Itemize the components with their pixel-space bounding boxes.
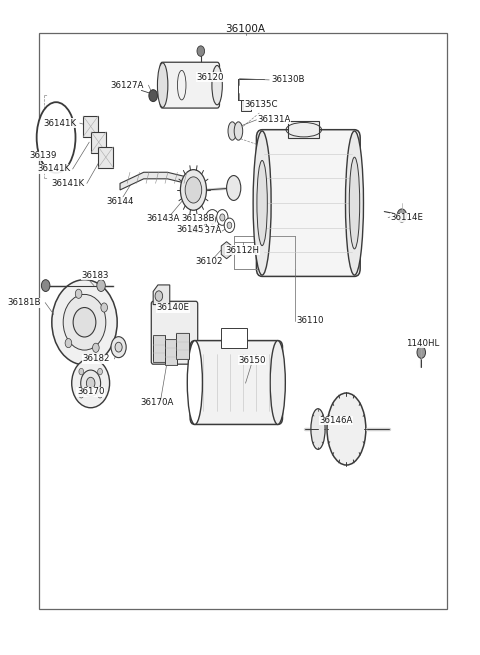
Ellipse shape <box>257 160 267 246</box>
Text: 36183: 36183 <box>81 271 108 280</box>
Text: 36141K: 36141K <box>43 119 76 128</box>
Circle shape <box>227 222 232 229</box>
Ellipse shape <box>234 122 243 140</box>
Ellipse shape <box>157 63 168 107</box>
Circle shape <box>197 46 204 56</box>
Text: 36181B: 36181B <box>7 298 41 307</box>
Circle shape <box>149 90 157 102</box>
Circle shape <box>97 392 102 398</box>
Text: 36137A: 36137A <box>189 226 222 235</box>
Text: 36100A: 36100A <box>226 24 265 35</box>
Bar <box>241 100 251 111</box>
FancyBboxPatch shape <box>151 301 198 364</box>
Ellipse shape <box>185 177 202 203</box>
Circle shape <box>220 214 225 221</box>
Text: 36120: 36120 <box>196 73 224 82</box>
FancyBboxPatch shape <box>190 341 283 424</box>
Circle shape <box>97 280 105 291</box>
Ellipse shape <box>228 122 237 140</box>
Text: 36102: 36102 <box>195 257 223 267</box>
Bar <box>176 333 189 359</box>
Ellipse shape <box>52 280 117 365</box>
Text: 36145: 36145 <box>176 225 204 234</box>
Text: 36146A: 36146A <box>319 416 352 425</box>
Bar <box>39 33 447 609</box>
Text: 36144: 36144 <box>106 197 134 206</box>
Circle shape <box>101 303 108 312</box>
Bar <box>165 339 177 365</box>
Polygon shape <box>153 285 170 305</box>
Bar <box>221 328 247 348</box>
Text: 36140E: 36140E <box>156 303 190 312</box>
Circle shape <box>216 210 228 225</box>
Circle shape <box>417 346 426 358</box>
Text: 36131A: 36131A <box>257 115 291 124</box>
Ellipse shape <box>115 342 122 352</box>
Circle shape <box>41 280 50 291</box>
Ellipse shape <box>63 295 106 350</box>
Circle shape <box>97 368 102 375</box>
Text: 36135C: 36135C <box>245 100 278 109</box>
Ellipse shape <box>73 308 96 337</box>
Text: 36112H: 36112H <box>225 246 259 255</box>
Text: 36138B: 36138B <box>181 214 215 223</box>
Text: 36150: 36150 <box>238 356 265 365</box>
Text: 36143A: 36143A <box>146 214 180 223</box>
Ellipse shape <box>180 170 206 210</box>
Circle shape <box>93 343 99 352</box>
FancyBboxPatch shape <box>160 62 219 108</box>
Bar <box>153 335 165 362</box>
Ellipse shape <box>270 341 285 424</box>
Circle shape <box>224 218 235 233</box>
Ellipse shape <box>346 131 363 275</box>
Circle shape <box>155 291 163 301</box>
Text: 36114E: 36114E <box>390 213 423 222</box>
Circle shape <box>205 210 219 229</box>
Text: 1140HL: 1140HL <box>406 339 439 348</box>
Circle shape <box>209 215 216 224</box>
Ellipse shape <box>72 359 109 407</box>
Polygon shape <box>221 242 232 259</box>
Text: 36141K: 36141K <box>37 164 70 174</box>
Bar <box>288 121 319 138</box>
Text: 36141K: 36141K <box>51 179 84 188</box>
Text: 36170A: 36170A <box>140 398 174 407</box>
Circle shape <box>79 392 84 398</box>
Ellipse shape <box>227 176 241 200</box>
Text: 36139: 36139 <box>30 151 57 160</box>
Ellipse shape <box>311 409 325 449</box>
Circle shape <box>79 368 84 375</box>
Text: 36110: 36110 <box>296 316 324 326</box>
Bar <box>91 132 106 153</box>
Circle shape <box>75 290 82 299</box>
Text: 36127A: 36127A <box>110 81 144 90</box>
Bar <box>98 147 113 168</box>
Polygon shape <box>120 172 186 190</box>
Ellipse shape <box>187 341 203 424</box>
Ellipse shape <box>349 157 360 249</box>
Text: 36130B: 36130B <box>272 75 305 84</box>
Ellipse shape <box>36 102 75 173</box>
Ellipse shape <box>86 377 95 389</box>
Text: 36170: 36170 <box>77 387 105 396</box>
Ellipse shape <box>327 393 366 465</box>
Ellipse shape <box>253 131 271 275</box>
Ellipse shape <box>212 66 222 105</box>
Circle shape <box>397 209 407 222</box>
Bar <box>83 116 98 137</box>
FancyBboxPatch shape <box>256 130 360 276</box>
Text: 36182: 36182 <box>82 354 109 364</box>
Ellipse shape <box>111 337 126 358</box>
Circle shape <box>65 339 72 348</box>
Ellipse shape <box>81 370 101 396</box>
